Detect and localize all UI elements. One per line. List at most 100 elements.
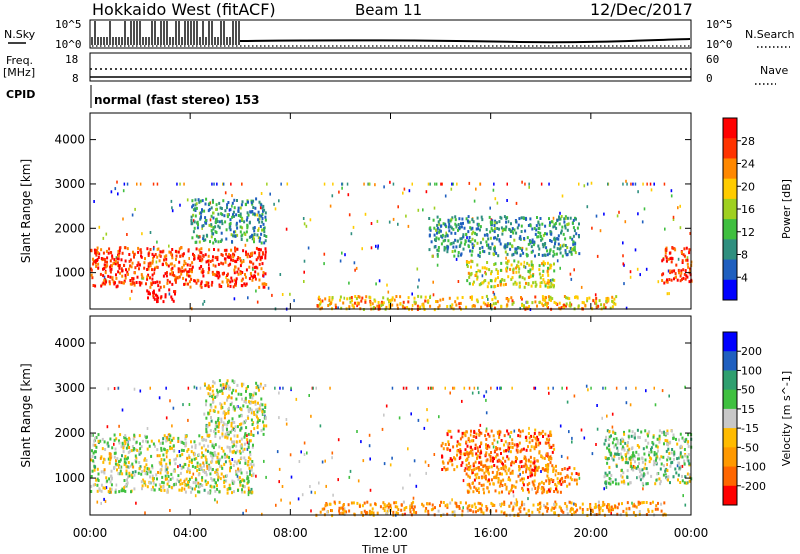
echo-cell — [261, 410, 264, 414]
echo-cell — [510, 471, 513, 475]
echo-cell — [211, 451, 214, 455]
echo-cell — [650, 450, 653, 454]
echo-cell — [543, 488, 546, 492]
echo-cell — [494, 489, 497, 493]
scatter-cell — [679, 226, 682, 230]
range-band-cell — [642, 182, 644, 186]
echo-cell — [127, 443, 130, 447]
echo-cell — [556, 490, 559, 494]
echo-cell — [249, 439, 252, 443]
scatter-cell — [179, 463, 181, 467]
echo-cell — [196, 278, 199, 282]
echo-cell — [604, 480, 607, 484]
scatter-cell — [438, 415, 440, 419]
echo-cell — [440, 514, 443, 518]
echo-cell — [511, 442, 514, 446]
echo-cell — [252, 212, 255, 216]
echo-cell — [608, 477, 611, 480]
scatter-cell — [509, 435, 511, 439]
echo-cell — [642, 472, 645, 476]
echo-cell — [108, 452, 111, 456]
scatter-cell — [616, 214, 619, 218]
echo-cell — [500, 439, 503, 442]
echo-cell — [616, 441, 619, 445]
echo-cell — [499, 268, 502, 272]
colorbar-tick-label: -15 — [741, 422, 759, 435]
echo-cell — [478, 254, 481, 258]
echo-cell — [369, 296, 372, 300]
scatter-cell — [107, 387, 110, 391]
range-band-cell — [213, 182, 215, 186]
echo-cell — [234, 259, 237, 263]
echo-cell — [227, 430, 230, 434]
echo-cell — [178, 267, 181, 271]
echo-cell — [550, 220, 553, 224]
echo-cell — [481, 245, 484, 249]
echo-cell — [545, 479, 548, 483]
echo-cell — [550, 478, 553, 481]
echo-cell — [485, 240, 488, 244]
echo-cell — [227, 201, 230, 204]
echo-cell — [109, 265, 112, 269]
echo-cell — [466, 506, 469, 510]
echo-cell — [665, 467, 668, 471]
range-band-cell — [456, 182, 458, 186]
echo-cell — [213, 451, 216, 454]
echo-cell — [428, 248, 431, 252]
echo-cell — [201, 224, 204, 228]
echo-cell — [253, 413, 256, 416]
range-band-cell — [315, 386, 317, 390]
echo-cell — [100, 489, 103, 493]
echo-cell — [616, 446, 619, 450]
echo-cell — [146, 277, 149, 281]
echo-cell — [112, 262, 115, 266]
echo-cell — [426, 502, 429, 506]
echo-cell — [656, 445, 659, 449]
echo-cell — [97, 479, 100, 482]
echo-cell — [206, 449, 209, 453]
echo-cell — [157, 296, 159, 300]
echo-cell — [232, 388, 235, 392]
echo-cell — [123, 479, 126, 482]
range-band-cell — [566, 386, 568, 390]
echo-cell — [110, 251, 113, 255]
echo-cell — [537, 487, 539, 491]
echo-cell — [476, 489, 479, 492]
echo-cell — [621, 445, 624, 449]
range-band-cell — [602, 386, 604, 390]
echo-cell — [451, 510, 454, 514]
echo-cell — [167, 434, 170, 438]
echo-cell — [165, 274, 168, 278]
echo-cell — [468, 504, 471, 508]
echo-cell — [252, 199, 255, 203]
echo-cell — [229, 255, 232, 259]
range-band-cell — [434, 182, 436, 186]
echo-cell — [472, 439, 475, 443]
echo-cell — [246, 415, 249, 419]
echo-cell — [490, 429, 493, 433]
echo-cell — [227, 283, 230, 287]
echo-cell — [111, 446, 114, 450]
echo-cell — [534, 295, 537, 299]
echo-cell — [482, 249, 484, 253]
y-axis-label: Slant Range [km] — [19, 159, 33, 263]
echo-cell — [441, 455, 444, 459]
date-title: 12/Dec/2017 — [590, 0, 693, 19]
scatter-cell — [667, 269, 670, 273]
echo-cell — [449, 225, 452, 229]
echo-cell — [200, 215, 202, 219]
echo-cell — [439, 504, 441, 508]
echo-cell — [520, 262, 523, 266]
echo-cell — [522, 251, 525, 255]
echo-cell — [637, 435, 640, 439]
echo-cell — [225, 479, 228, 483]
echo-cell — [386, 509, 389, 513]
echo-cell — [512, 282, 515, 286]
echo-cell — [553, 223, 556, 227]
echo-cell — [204, 219, 207, 222]
echo-cell — [688, 462, 691, 466]
echo-cell — [214, 434, 217, 438]
echo-cell — [486, 261, 489, 264]
scatter-cell — [319, 424, 322, 428]
echo-cell — [214, 427, 217, 431]
